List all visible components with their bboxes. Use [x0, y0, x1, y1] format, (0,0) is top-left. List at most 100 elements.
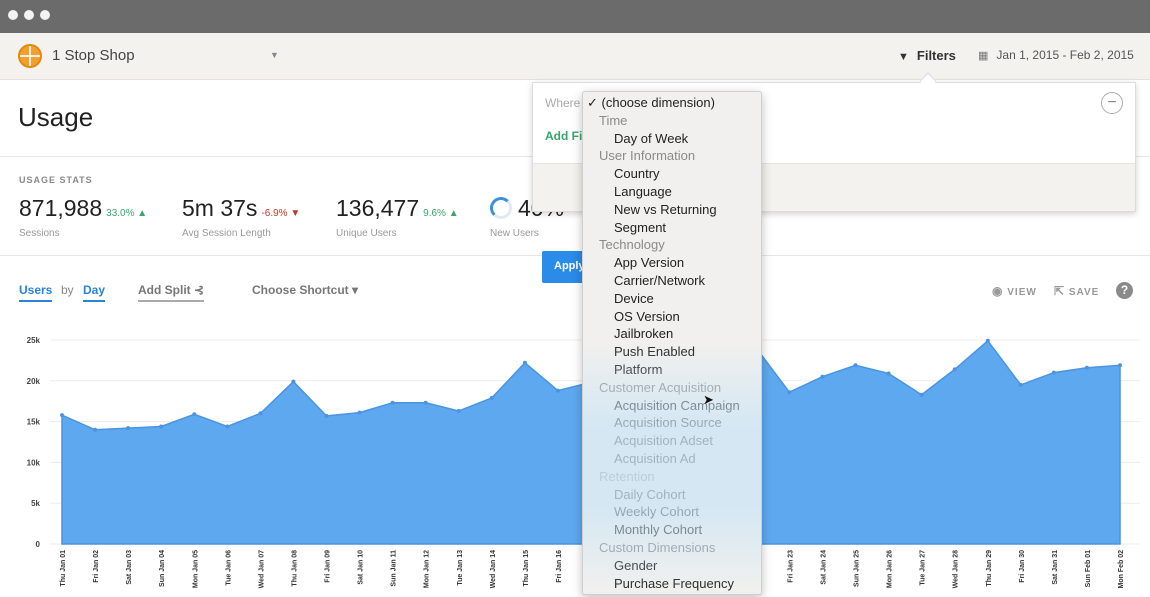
window-close-dot[interactable] — [8, 10, 18, 20]
x-tick-label: Mon Jan 12 — [424, 550, 431, 588]
data-point — [93, 427, 98, 432]
dropdown-option[interactable]: Segment — [614, 219, 667, 235]
dropdown-option[interactable]: App Version — [614, 255, 685, 271]
stat-caption: Unique Users — [336, 228, 397, 239]
data-point — [291, 379, 296, 384]
stat-value: 136,477 — [336, 195, 420, 221]
x-tick-label: Sat Jan 03 — [126, 550, 133, 585]
data-point — [324, 413, 329, 418]
y-tick-label: 20k — [27, 377, 41, 386]
dropdown-option[interactable]: Country — [614, 166, 660, 182]
arrow-down-icon: ▼ — [290, 208, 301, 219]
usage-stats-label: USAGE STATS — [19, 175, 93, 185]
dropdown-option[interactable]: Acquisition Source — [614, 415, 722, 431]
x-tick-label: Tue Jan 13 — [457, 550, 464, 586]
window-zoom-dot[interactable] — [40, 10, 50, 20]
x-tick-label: Thu Jan 01 — [60, 550, 67, 587]
dropdown-selected-option[interactable]: ✓ (choose dimension) — [587, 95, 715, 110]
data-point — [489, 395, 494, 400]
dropdown-option[interactable]: Acquisition Adset — [614, 433, 714, 449]
dropdown-option[interactable]: OS Version — [614, 308, 680, 324]
dropdown-option[interactable]: Platform — [614, 362, 663, 377]
save-button[interactable]: ⇱ SAVE — [1054, 284, 1100, 298]
app-selector[interactable]: 1 Stop Shop — [52, 47, 135, 64]
x-tick-label: Sat Jan 24 — [820, 550, 827, 585]
window-minimize-dot[interactable] — [24, 10, 34, 20]
x-tick-label: Wed Jan 14 — [490, 550, 497, 588]
dropdown-option[interactable]: Acquisition Campaign — [614, 397, 740, 413]
dropdown-option[interactable]: Daily Cohort — [614, 486, 686, 502]
x-tick-label: Mon Jan 05 — [192, 550, 199, 588]
data-point — [886, 371, 891, 376]
dropdown-option[interactable]: Weekly Cohort — [614, 504, 700, 520]
where-label: Where — [545, 96, 581, 110]
x-tick-label: Fri Jan 30 — [1019, 550, 1026, 583]
dropdown-option[interactable]: Language — [614, 184, 672, 199]
date-range-picker[interactable]: ▦ Jan 1, 2015 - Feb 2, 2015 — [978, 48, 1134, 62]
stat-sessions: 871,988 33.0% ▲ Sessions — [19, 195, 147, 239]
choose-shortcut-dropdown[interactable]: Choose Shortcut ▾ — [252, 283, 359, 297]
stat-change: 9.6% ▲ — [423, 208, 459, 219]
x-tick-label: Thu Jan 29 — [986, 550, 993, 587]
stat-value: 5m 37s — [182, 195, 258, 221]
dimension-dropdown[interactable]: ✓ (choose dimension) Time Day of Week User … — [582, 91, 762, 595]
x-tick-label: Sun Jan 11 — [391, 550, 398, 587]
eye-icon: ◉ — [992, 284, 1004, 298]
dropdown-option[interactable]: Monthly Cohort — [614, 522, 703, 538]
chevron-down-icon[interactable]: ▼ — [270, 50, 279, 60]
data-point — [159, 424, 164, 429]
remove-filter-icon[interactable]: − — [1101, 92, 1123, 114]
dropdown-option[interactable]: Gender — [614, 557, 658, 573]
y-tick-label: 5k — [31, 499, 40, 508]
by-label: by — [61, 283, 74, 297]
x-tick-label: Fri Jan 02 — [93, 550, 100, 583]
x-tick-label: Sun Jan 25 — [854, 550, 861, 587]
split-icon: ⊰ — [194, 283, 205, 297]
x-tick-label: Fri Jan 23 — [787, 550, 794, 583]
dropdown-option[interactable]: Jailbroken — [614, 326, 674, 342]
globe-logo-icon — [18, 44, 42, 68]
dropdown-option[interactable]: Acquisition Ad — [614, 451, 696, 466]
data-point — [423, 400, 428, 405]
data-point — [787, 390, 792, 395]
dropdown-option[interactable]: Device — [614, 290, 654, 306]
add-split-button[interactable]: Add Split ⊰ — [138, 283, 205, 302]
metric-selector[interactable]: Users — [19, 283, 53, 302]
dropdown-option[interactable]: Day of Week — [614, 130, 689, 146]
mouse-pointer-icon: ➤ — [703, 392, 714, 407]
dropdown-option[interactable]: Carrier/Network — [614, 273, 706, 288]
stat-value: 871,988 — [19, 195, 103, 221]
data-point — [1084, 365, 1089, 370]
data-point — [1018, 382, 1023, 387]
data-point — [357, 410, 362, 415]
filters-button[interactable]: ▼ Filters — [898, 48, 956, 63]
data-point — [820, 374, 825, 379]
funnel-icon: ▼ — [898, 51, 909, 63]
add-filter-link[interactable]: Add Fi — [545, 129, 583, 143]
data-point — [985, 338, 990, 343]
stat-change: -6.9% ▼ — [261, 208, 301, 219]
data-point — [853, 363, 858, 368]
arrow-up-icon: ▲ — [137, 208, 148, 219]
progress-ring-icon — [490, 197, 512, 219]
stat-avg-session-length: 5m 37s -6.9% ▼ Avg Session Length — [182, 195, 300, 239]
dropdown-option[interactable]: New vs Returning — [614, 201, 717, 217]
chevron-down-icon: ▾ — [352, 283, 359, 297]
filters-label: Filters — [916, 48, 956, 63]
dropdown-option[interactable]: Purchase Frequency — [614, 575, 734, 591]
x-tick-label: Wed Jan 07 — [258, 550, 265, 588]
stat-caption: New Users — [490, 228, 539, 239]
x-tick-label: Sun Jan 04 — [159, 550, 166, 587]
interval-selector[interactable]: Day — [83, 283, 106, 302]
top-bar: 1 Stop Shop ▼ ▼ Filters ▦ Jan 1, 2015 - Fe… — [0, 33, 1150, 80]
page-title: Usage — [18, 102, 94, 132]
help-icon[interactable]: ? — [1116, 282, 1133, 299]
data-point — [192, 412, 197, 417]
dropdown-group-header: Technology — [599, 237, 665, 253]
x-tick-label: Fri Jan 09 — [325, 550, 332, 583]
view-button[interactable]: ◉ VIEW — [992, 284, 1037, 298]
dropdown-option[interactable]: Push Enabled — [614, 344, 695, 360]
data-point — [225, 424, 230, 429]
data-point — [1051, 370, 1056, 375]
dropdown-group-header: Custom Dimensions — [599, 540, 716, 555]
